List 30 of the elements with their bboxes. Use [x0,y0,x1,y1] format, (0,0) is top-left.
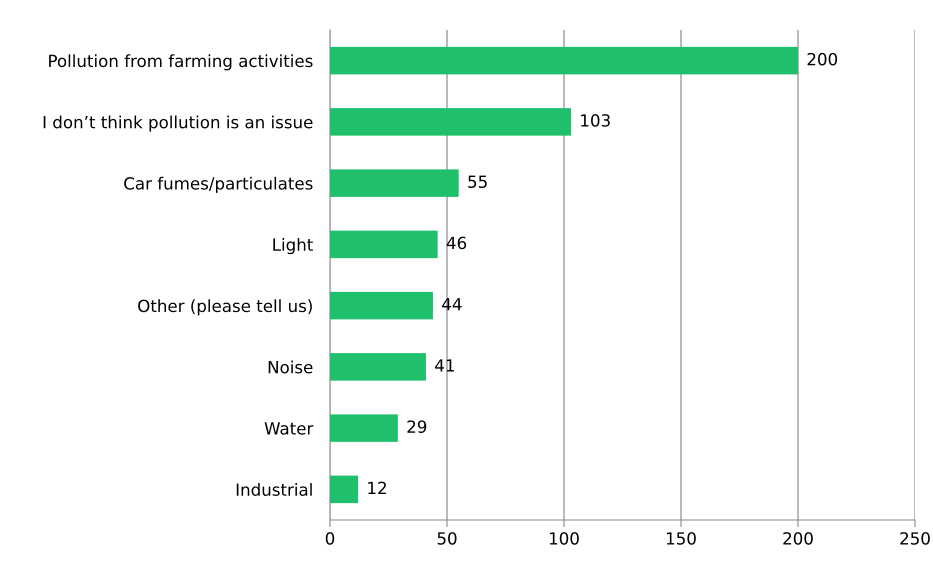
y-tick-label: Car fumes/particulates [124,176,313,193]
bar [330,230,438,258]
data-label: 29 [407,420,426,433]
data-label: 44 [442,298,462,310]
y-tick-label: I don’t think pollution is an issue [44,116,312,132]
data-label: 12 [368,482,386,494]
bar [330,169,459,197]
y-tick-label: Light [273,238,313,254]
bar [330,46,798,74]
x-tick-label: 150 [666,532,696,545]
bar [330,292,433,320]
y-tick-label: Water [264,422,314,435]
bar [330,414,398,442]
y-tick-label: Other (please tell us) [138,299,312,316]
data-label: 200 [808,52,838,66]
bar [330,476,358,504]
x-tick-label: 200 [783,532,813,545]
y-tick-label: Industrial [236,483,312,496]
bar [330,353,426,381]
y-tick-label: Noise [268,360,312,374]
bar [330,108,572,136]
x-tick-label: 50 [438,532,456,545]
x-tick-label: 250 [900,532,930,545]
data-label: 41 [435,359,454,372]
data-label: 103 [581,114,610,127]
x-tick-label: 100 [550,532,579,545]
x-tick-label: 0 [326,532,334,545]
data-label: 55 [468,176,487,188]
y-tick-label: Pollution from farming activities [49,54,313,70]
data-label: 46 [446,236,466,250]
